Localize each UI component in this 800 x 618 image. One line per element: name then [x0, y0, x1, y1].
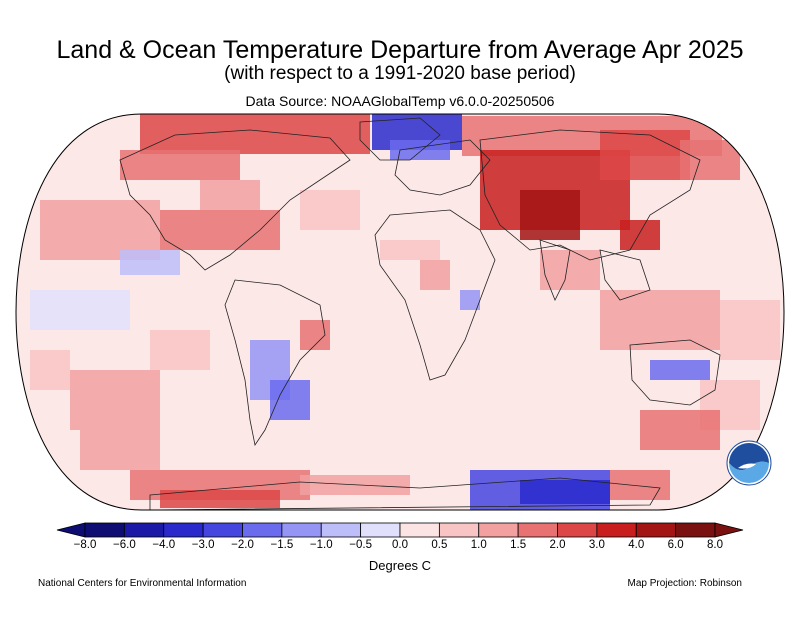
colorbar-swatch [84, 522, 125, 538]
coastline [479, 129, 701, 261]
colorbar-swatch [635, 522, 677, 538]
anomaly-cell [650, 360, 710, 380]
anomaly-cell [460, 290, 480, 310]
coastline [539, 239, 571, 301]
colorbar-tick-label: −8.0 [73, 539, 97, 551]
anomaly-cell [120, 250, 180, 275]
noaa-logo [726, 440, 772, 486]
anomaly-cell [150, 330, 210, 370]
colorbar-swatch [596, 522, 637, 538]
colorbar-tick-label: 2.0 [549, 539, 566, 551]
anomaly-cell [600, 290, 720, 350]
anomaly-cell [540, 250, 600, 290]
anomaly-cell [160, 490, 280, 508]
anomaly-cell [600, 130, 690, 180]
colorbar-swatch [478, 522, 519, 538]
colorbar-tick-label: 1.0 [470, 539, 487, 551]
colorbar-tick-label: −4.0 [152, 539, 176, 551]
colorbar-swatch [281, 522, 322, 538]
colorbar-tick-label: 0.0 [392, 539, 408, 551]
anomaly-cell [520, 480, 610, 504]
globe-outline [15, 113, 785, 511]
coastline [599, 249, 651, 301]
anomaly-cell [270, 380, 310, 420]
anomaly-cell [30, 350, 70, 390]
anomaly-cell [200, 180, 260, 210]
coastline [374, 209, 496, 381]
colorbar-swatch [320, 522, 362, 538]
anomaly-cell [720, 300, 780, 360]
anomaly-cell [140, 114, 370, 154]
anomaly-cell [120, 150, 240, 180]
colorbar-tick-label: −6.0 [113, 539, 136, 551]
coastline [149, 477, 661, 510]
anomaly-field [16, 114, 784, 510]
coastline [394, 139, 491, 196]
colorbar-tick-label: 0.5 [431, 539, 448, 551]
colorbar [56, 522, 744, 538]
anomaly-cell [640, 410, 720, 450]
colorbar-tick-label: 6.0 [667, 539, 684, 551]
colorbar-tick-label: −3.0 [191, 539, 215, 551]
colorbar-swatch [557, 522, 598, 538]
anomaly-cell [520, 190, 580, 240]
anomaly-cell [620, 220, 660, 250]
colorbar-swatch [517, 522, 558, 538]
colorbar-tick-label: −2.0 [231, 539, 254, 551]
anomaly-cell [680, 140, 740, 180]
footer-projection: Map Projection: Robinson [627, 578, 742, 589]
colorbar-swatch [202, 522, 243, 538]
map-title: Land & Ocean Temperature Departure from … [56, 36, 744, 64]
colorbar-swatch [163, 522, 204, 538]
anomaly-cell [80, 430, 160, 470]
colorbar-tick-label: 3.0 [588, 539, 605, 551]
map-subtitle: (with respect to a 1991-2020 base period… [224, 63, 576, 84]
colorbar-swatch [242, 522, 283, 538]
colorbar-tick-label: −1.5 [270, 539, 294, 551]
colorbar-tick-label: 4.0 [628, 539, 645, 551]
anomaly-cell [70, 370, 160, 430]
anomaly-cell [420, 260, 450, 290]
anomaly-cell [380, 240, 440, 260]
footer-credit: National Centers for Environmental Infor… [38, 578, 247, 589]
colorbar-min-arrow [56, 522, 86, 538]
colorbar-swatch [360, 522, 401, 538]
colorbar-swatch [123, 522, 165, 538]
colorbar-tick-label: −1.0 [309, 539, 333, 551]
colorbar-tick-label: 1.5 [510, 539, 527, 551]
coastline [119, 129, 351, 271]
noaa-logo-icon [726, 440, 772, 486]
coastline [224, 279, 326, 447]
anomaly-cell [30, 290, 130, 330]
anomaly-cell [300, 190, 360, 230]
colorbar-swatch [675, 522, 716, 538]
anomaly-cell [610, 470, 670, 500]
colorbar-swatch [438, 522, 480, 538]
coastline [629, 339, 721, 406]
colorbar-tick-label: 8.0 [707, 539, 723, 551]
anomaly-cell [160, 210, 280, 250]
colorbar-max-arrow [714, 522, 744, 538]
colorbar-units-label: Degrees C [368, 558, 432, 573]
coastline [359, 117, 441, 161]
colorbar-tick-label: −0.5 [349, 539, 372, 551]
colorbar-swatch [399, 522, 440, 538]
data-source-label: Data Source: NOAAGlobalTemp v6.0.0-20250… [245, 93, 555, 109]
